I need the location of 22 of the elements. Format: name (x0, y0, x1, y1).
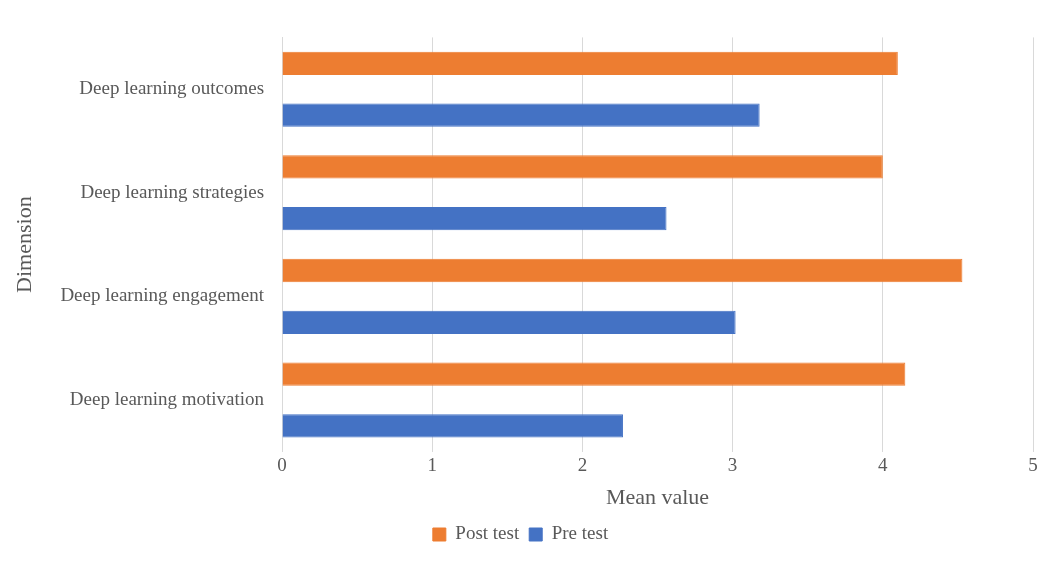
x-tick-label: 2 (577, 454, 588, 476)
bar (282, 103, 760, 127)
x-tick-label: 3 (727, 454, 738, 476)
bar (282, 362, 906, 386)
y-tick-label: Deep learning strategies (80, 180, 265, 202)
x-tick-label: 4 (878, 454, 889, 476)
y-tick-label: Deep learning outcomes (79, 77, 265, 99)
bar (282, 51, 898, 75)
bar (282, 414, 623, 438)
x-tick-label: 1 (427, 454, 437, 476)
x-tick-label: 0 (277, 454, 287, 476)
x-axis-title: Mean value (605, 483, 710, 509)
legend-label: Pre test (551, 522, 609, 544)
bar (282, 155, 883, 179)
y-tick-label: Deep learning engagement (60, 284, 265, 306)
bar (282, 207, 667, 231)
legend-label: Post test (455, 522, 520, 544)
y-axis-title: Dimension (10, 196, 36, 293)
x-tick-label: 5 (1028, 454, 1038, 476)
bar (282, 258, 963, 283)
y-tick-label: Deep learning motivation (69, 387, 265, 409)
bar (282, 310, 736, 334)
